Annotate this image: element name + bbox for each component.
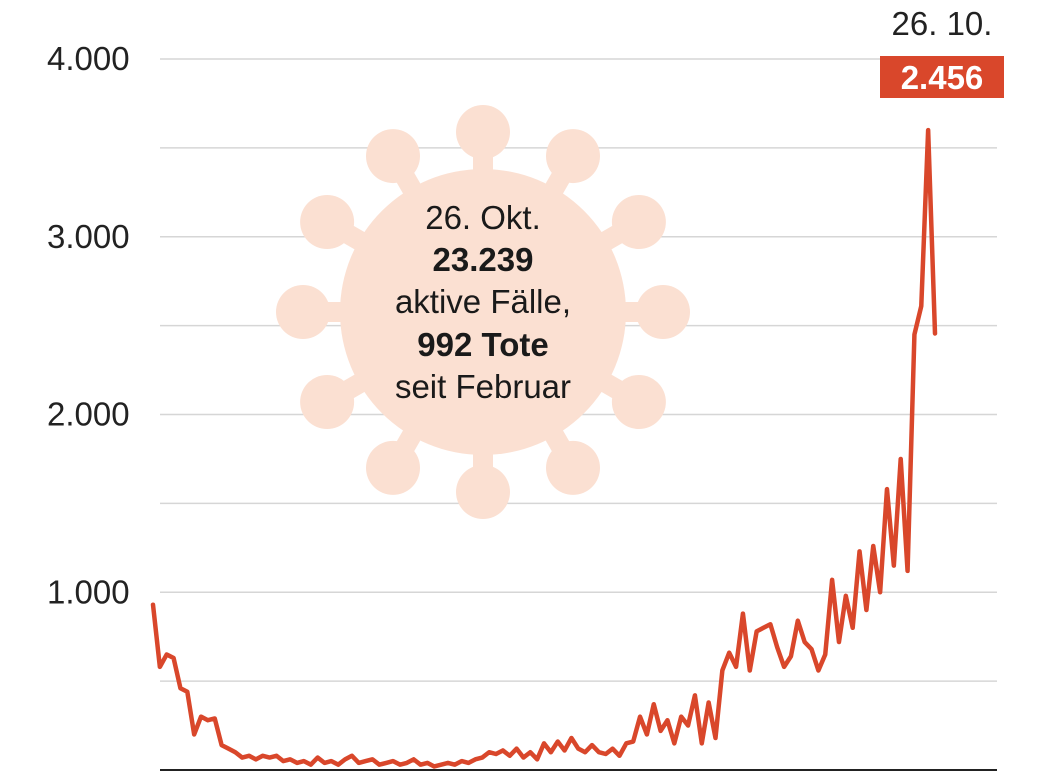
virus-spike-knob: [546, 440, 600, 495]
virus-spike-knob: [300, 195, 355, 249]
virus-spike-knob: [546, 129, 600, 184]
virus-spike-knob: [300, 375, 355, 429]
virus-spike-knob: [636, 285, 690, 339]
info-box: 26. Okt. 23.239 aktive Fälle, 992 Tote s…: [395, 199, 571, 405]
virus-body: [340, 169, 626, 455]
virus-spike-knob: [611, 375, 666, 429]
virus-icon: [276, 105, 690, 519]
active-cases-value: 23.239: [433, 241, 534, 278]
series-line-new-cases: [150, 127, 938, 769]
y-tick-label: 3.000: [47, 218, 130, 255]
last-date-label: 26. 10.: [892, 5, 993, 42]
active-cases-label: aktive Fälle,: [395, 283, 571, 320]
virus-spike-knob: [456, 105, 510, 159]
virus-spike-knob: [366, 129, 420, 184]
virus-spike-knob: [456, 465, 510, 519]
y-tick-label: 2.000: [47, 396, 130, 433]
virus-spike-knob: [276, 285, 330, 339]
virus-spike-knob: [611, 195, 666, 249]
y-tick-label: 4.000: [47, 40, 130, 77]
deaths-label: 992 Tote: [417, 326, 548, 363]
last-value-badge: [880, 56, 1004, 98]
virus-spike-knob: [366, 440, 420, 495]
y-axis-ticks: 1.000 2.000 3.000 4.000: [47, 40, 130, 610]
info-date: 26. Okt.: [425, 199, 541, 236]
y-tick-label: 1.000: [47, 573, 130, 610]
last-value-label: 2.456: [901, 59, 984, 96]
since-label: seit Februar: [395, 368, 571, 405]
